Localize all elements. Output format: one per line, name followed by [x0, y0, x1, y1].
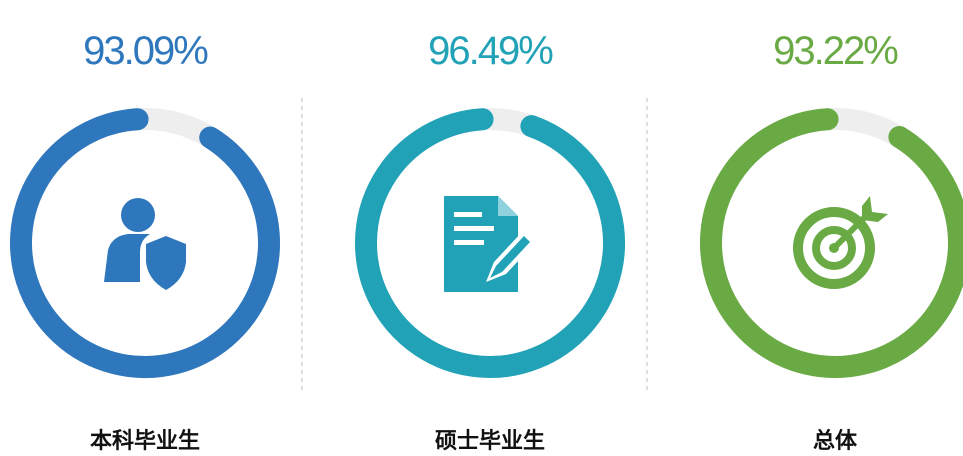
- gauge-arc: [355, 108, 625, 378]
- category-label: 总体: [813, 428, 858, 454]
- value-label: 96.49%: [428, 29, 553, 73]
- gauge-arc: [10, 108, 280, 378]
- target-icon: [793, 196, 888, 289]
- value-label: 93.09%: [83, 29, 208, 73]
- category-label: 硕士毕业生: [435, 429, 545, 454]
- gauge-arc: [700, 108, 963, 378]
- value-label: 93.22%: [773, 29, 898, 73]
- document-icon: [444, 196, 534, 292]
- category-label: 本科毕业生: [90, 429, 200, 454]
- person-icon: [104, 198, 186, 290]
